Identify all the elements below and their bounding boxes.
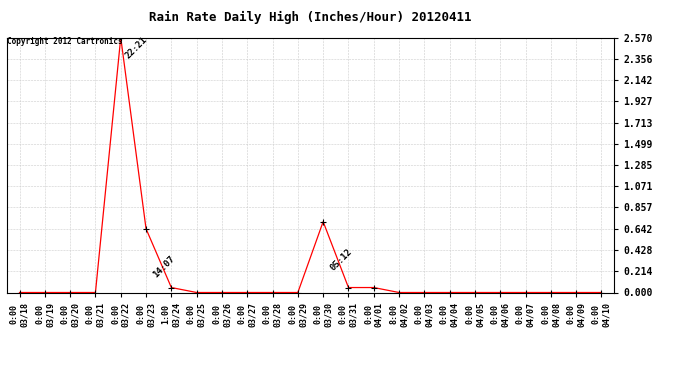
Text: Copyright 2012 Cartronics: Copyright 2012 Cartronics — [7, 38, 123, 46]
Text: 22:21: 22:21 — [124, 35, 149, 60]
Text: 14:07: 14:07 — [152, 254, 177, 279]
Text: 05:12: 05:12 — [328, 247, 354, 272]
Text: Rain Rate Daily High (Inches/Hour) 20120411: Rain Rate Daily High (Inches/Hour) 20120… — [149, 11, 472, 24]
